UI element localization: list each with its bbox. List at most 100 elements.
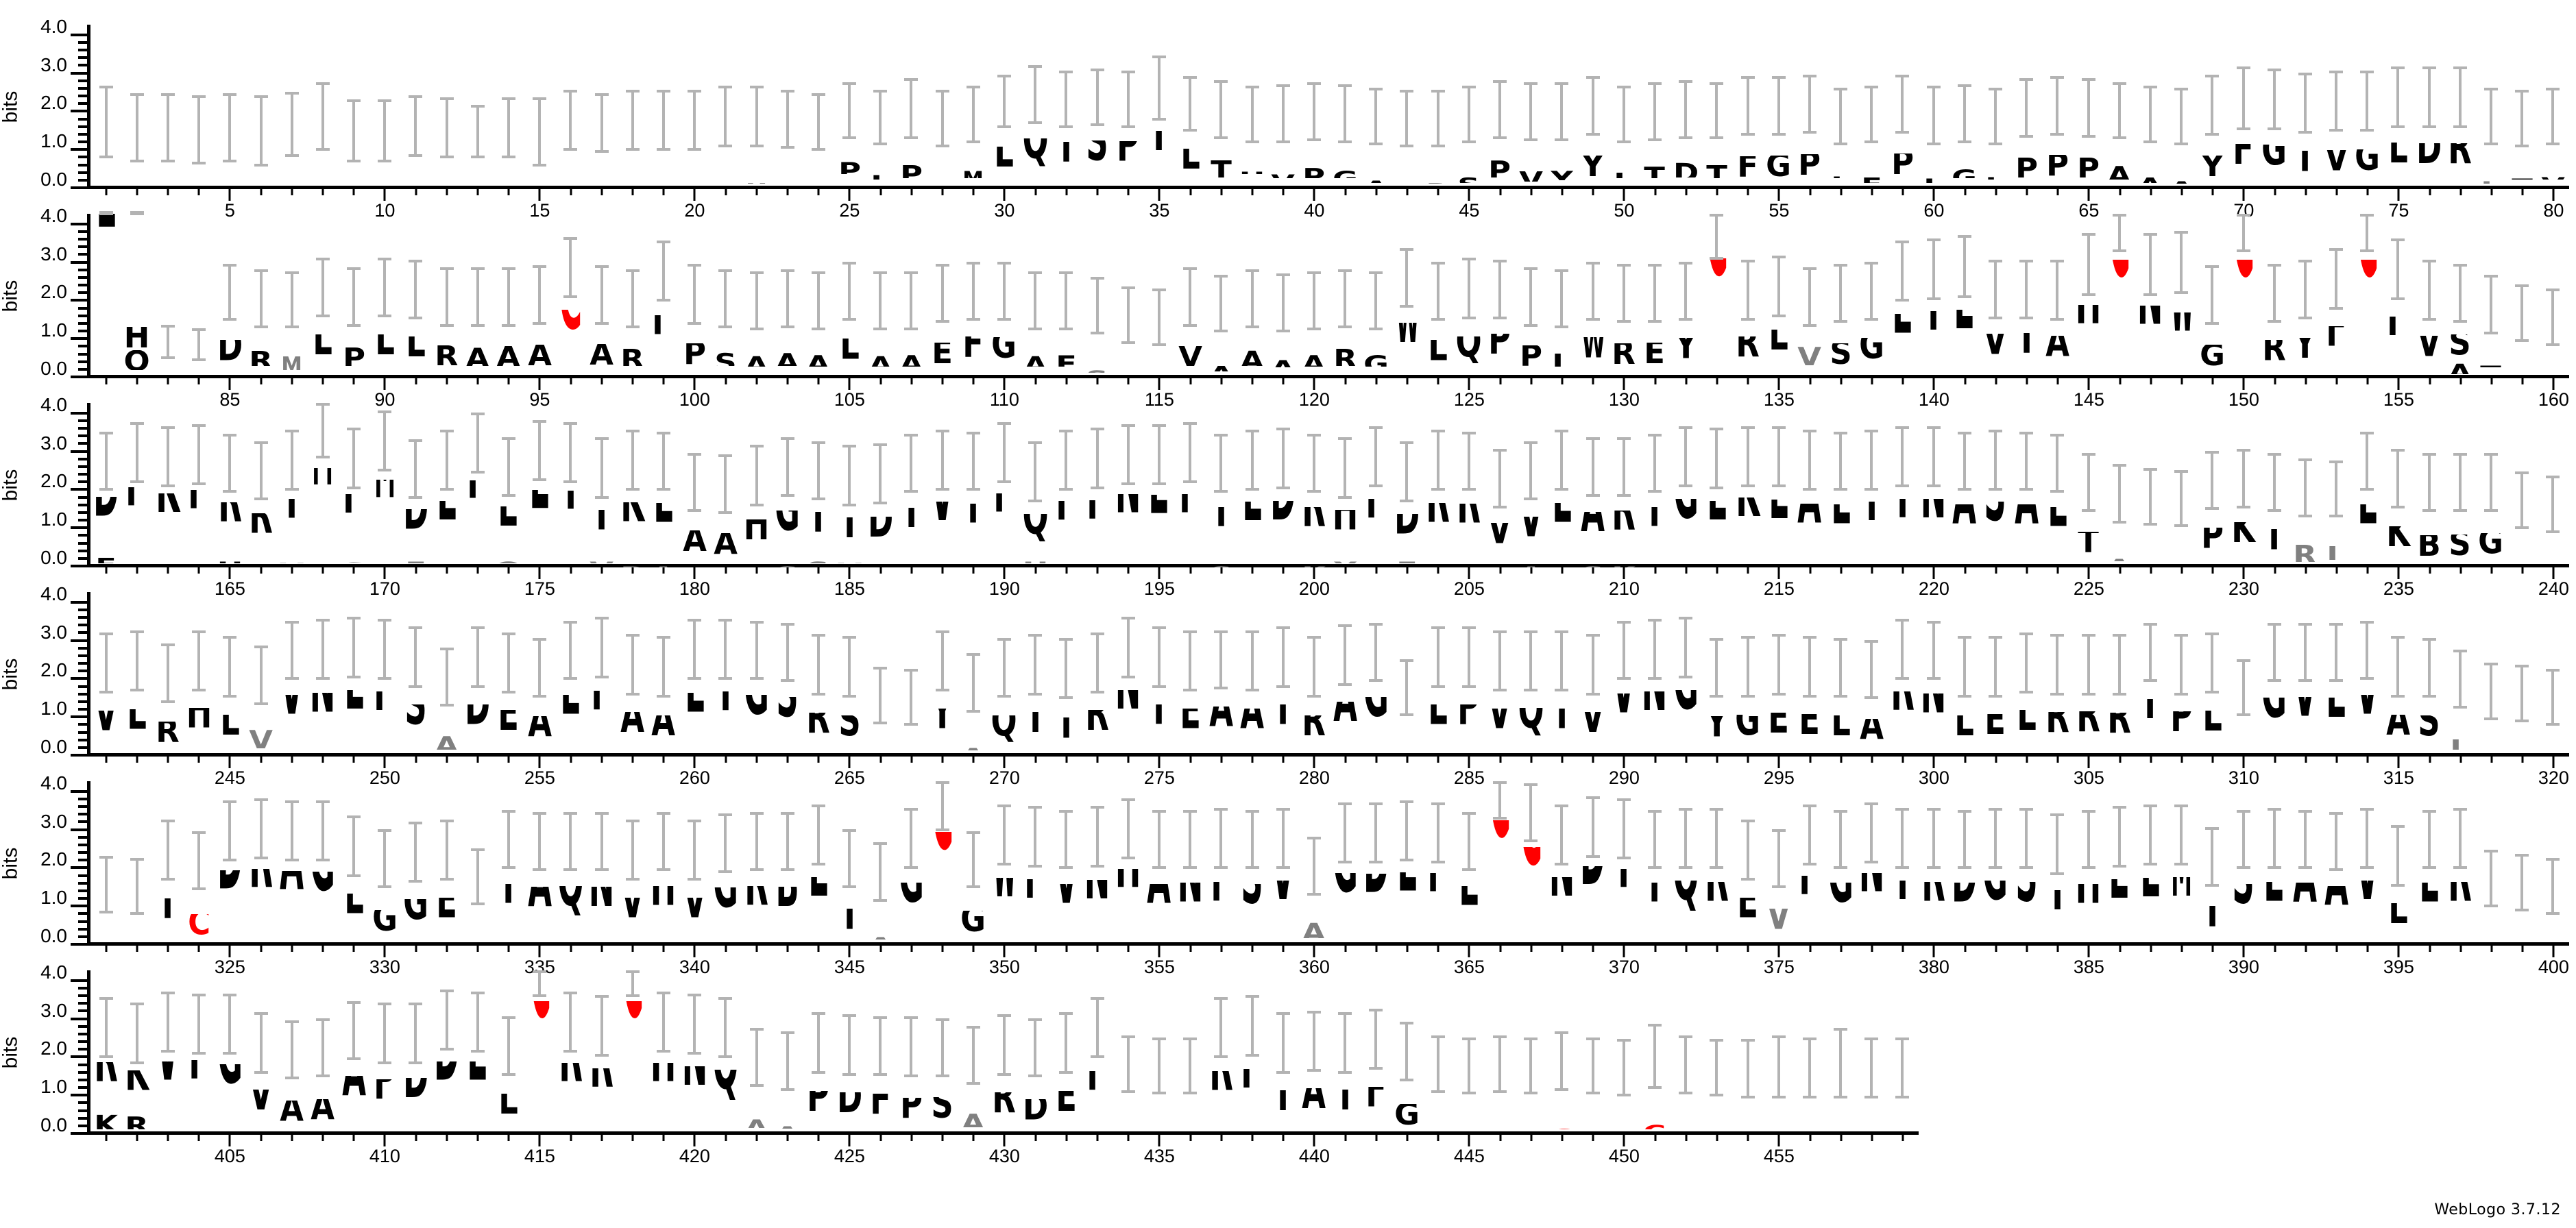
logo-stack[interactable]: BE: [2414, 403, 2444, 567]
logo-stack[interactable]: PAL: [2042, 25, 2073, 189]
logo-stack[interactable]: LV: [215, 592, 245, 757]
logo-stack[interactable]: AE: [524, 592, 555, 757]
logo-stack[interactable]: RAR: [927, 25, 958, 189]
logo-stack[interactable]: GA: [741, 592, 772, 757]
logo-stack[interactable]: AS: [2104, 403, 2135, 567]
logo-stack[interactable]: RKG: [2444, 25, 2475, 189]
logo-stack[interactable]: CA: [555, 214, 586, 378]
logo-stack[interactable]: RQ: [1422, 25, 1453, 189]
logo-stack[interactable]: PAS: [1298, 25, 1329, 189]
logo-stack[interactable]: SA: [2414, 592, 2444, 757]
logo-stack[interactable]: STA: [1825, 214, 1856, 378]
logo-stack[interactable]: AEL: [772, 214, 803, 378]
logo-stack[interactable]: AL: [1237, 592, 1267, 757]
logo-stack[interactable]: RA: [648, 25, 679, 189]
logo-stack[interactable]: RQC: [245, 403, 276, 567]
logo-stack[interactable]: LI: [121, 592, 152, 757]
logo-stack[interactable]: LA: [2383, 781, 2414, 946]
logo-stack[interactable]: TA: [1330, 970, 1361, 1135]
logo-stack[interactable]: A: [1143, 214, 1174, 378]
logo-stack[interactable]: AR: [1206, 592, 1237, 757]
logo-stack[interactable]: A: [2538, 403, 2568, 567]
logo-stack[interactable]: EA: [524, 403, 555, 567]
logo-stack[interactable]: WY: [988, 781, 1019, 946]
logo-stack[interactable]: AG: [1143, 970, 1174, 1135]
logo-stack[interactable]: LY: [2197, 592, 2228, 757]
logo-stack[interactable]: IVT: [834, 403, 865, 567]
logo-stack[interactable]: LA: [679, 592, 710, 757]
logo-stack[interactable]: AS: [1330, 592, 1361, 757]
logo-stack[interactable]: RE: [803, 592, 834, 757]
logo-stack[interactable]: TS: [834, 781, 865, 946]
logo-stack[interactable]: VIL: [1484, 403, 1515, 567]
logo-stack[interactable]: ESA: [1051, 214, 1082, 378]
logo-stack[interactable]: RK: [741, 781, 772, 946]
logo-stack[interactable]: YFL: [1577, 25, 1608, 189]
logo-stack[interactable]: A: [865, 592, 896, 757]
logo-stack[interactable]: VAI: [1175, 214, 1206, 378]
logo-stack[interactable]: RK: [1298, 403, 1329, 567]
logo-stack[interactable]: TS: [710, 592, 741, 757]
logo-stack[interactable]: ND: [586, 781, 617, 946]
logo-stack[interactable]: FY: [1422, 781, 1453, 946]
logo-stack[interactable]: A: [2538, 214, 2568, 378]
logo-stack[interactable]: AG: [772, 970, 803, 1135]
logo-stack[interactable]: A: [1732, 970, 1763, 1135]
logo-stack[interactable]: DE: [1020, 970, 1051, 1135]
logo-stack[interactable]: LI: [1949, 592, 1980, 757]
logo-stack[interactable]: SE: [2228, 781, 2259, 946]
logo-stack[interactable]: PR: [1453, 592, 1484, 757]
logo-stack[interactable]: KR: [2383, 403, 2414, 567]
logo-stack[interactable]: TS: [1887, 403, 1918, 567]
logo-stack[interactable]: LV: [400, 214, 431, 378]
logo-stack[interactable]: LV: [2011, 592, 2042, 757]
logo-stack[interactable]: VI: [617, 781, 648, 946]
logo-stack[interactable]: DEK: [1670, 25, 1701, 189]
logo-stack[interactable]: LM: [1546, 403, 1577, 567]
logo-stack[interactable]: ASG: [524, 214, 555, 378]
logo-stack[interactable]: YC: [2135, 592, 2165, 757]
logo-stack[interactable]: AS: [1794, 403, 1825, 567]
logo-stack[interactable]: AN: [1143, 781, 1174, 946]
logo-stack[interactable]: AP: [958, 970, 988, 1135]
logo-stack[interactable]: M: [90, 25, 121, 189]
logo-stack[interactable]: SA: [1082, 214, 1113, 378]
logo-stack[interactable]: AA: [1670, 970, 1701, 1135]
logo-stack[interactable]: GE: [710, 781, 741, 946]
logo-stack[interactable]: NF: [1175, 781, 1206, 946]
logo-stack[interactable]: NM: [2135, 214, 2165, 378]
logo-stack[interactable]: WL: [1392, 214, 1422, 378]
logo-stack[interactable]: DE: [215, 781, 245, 946]
logo-stack[interactable]: LI: [369, 214, 400, 378]
logo-stack[interactable]: SA: [927, 970, 958, 1135]
logo-stack[interactable]: SG: [834, 592, 865, 757]
logo-stack[interactable]: TVR: [2507, 25, 2538, 189]
logo-stack[interactable]: PES: [1516, 214, 1546, 378]
logo-stack[interactable]: PDA: [1484, 214, 1515, 378]
logo-stack[interactable]: AG: [339, 970, 369, 1135]
logo-stack[interactable]: L: [152, 214, 183, 378]
logo-stack[interactable]: MLR: [958, 25, 988, 189]
logo-stack[interactable]: IVT: [586, 403, 617, 567]
logo-stack[interactable]: ASC: [2104, 25, 2135, 189]
logo-stack[interactable]: YH: [1856, 403, 1887, 567]
logo-stack[interactable]: SCD: [1082, 25, 1113, 189]
logo-stack[interactable]: PA: [2383, 214, 2414, 378]
logo-stack[interactable]: A: [896, 592, 927, 757]
logo-stack[interactable]: RC: [2289, 403, 2320, 567]
logo-stack[interactable]: AP: [1175, 970, 1206, 1135]
logo-stack[interactable]: ND: [1918, 592, 1949, 757]
logo-stack[interactable]: LR: [2475, 25, 2506, 189]
logo-stack[interactable]: AG: [1701, 970, 1732, 1135]
logo-stack[interactable]: AVG: [741, 214, 772, 378]
logo-stack[interactable]: DE: [400, 970, 431, 1135]
logo-stack[interactable]: AS: [1392, 592, 1422, 757]
logo-stack[interactable]: PA: [2166, 592, 2197, 757]
logo-stack[interactable]: AH: [2228, 592, 2259, 757]
logo-stack[interactable]: C: [2228, 214, 2259, 378]
logo-stack[interactable]: GSA: [1361, 214, 1392, 378]
logo-stack[interactable]: MA: [741, 25, 772, 189]
logo-stack[interactable]: RK: [586, 970, 617, 1135]
logo-stack[interactable]: PLD: [1794, 25, 1825, 189]
logo-stack[interactable]: RKQ: [90, 970, 121, 1135]
